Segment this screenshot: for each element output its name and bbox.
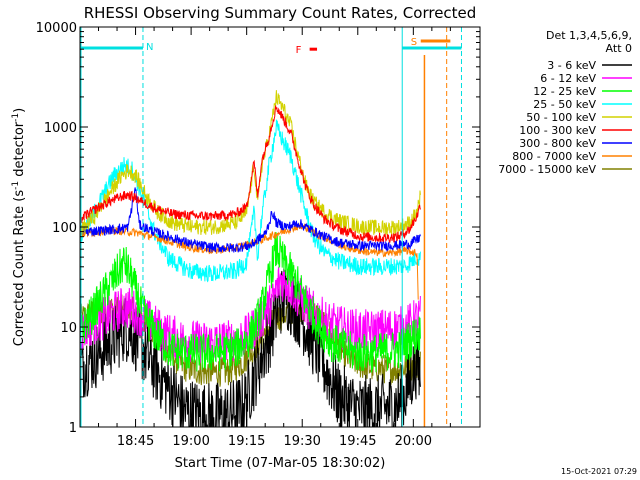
x-tick-label: 20:00	[395, 434, 432, 449]
x-tick-label: 19:00	[172, 434, 209, 449]
y-axis-label-exp1: -1	[11, 181, 21, 190]
legend-entry-label: 300 - 800 keV	[519, 137, 596, 150]
x-axis: 18:45 19:00 19:15 19:30 19:45 20:00	[98, 27, 451, 449]
legend-entry-label: 3 - 6 keV	[547, 59, 596, 72]
series-line-6	[80, 105, 421, 244]
chart-title: RHESSI Observing Summary Count Rates, Co…	[84, 4, 477, 22]
x-axis-label: Start Time (07-Mar-05 18:30:02)	[175, 456, 386, 471]
x-tick-label: 19:15	[228, 434, 265, 449]
legend-header-attenuator: Att 0	[606, 42, 632, 55]
series-layer	[80, 90, 421, 427]
night-label: N	[146, 42, 153, 53]
x-tick-label: 19:45	[339, 434, 376, 449]
series-line-3	[80, 232, 421, 373]
legend-entry-label: 800 - 7000 keV	[512, 150, 596, 163]
x-tick-label: 18:45	[117, 434, 154, 449]
y-axis-label: Corrected Count Rate (s-1 detector-1)	[11, 108, 27, 346]
flare-label: F	[296, 45, 302, 56]
legend-entry-label: 6 - 12 keV	[540, 72, 596, 85]
legend-entry-label: 25 - 50 keV	[533, 98, 596, 111]
series-line-4	[80, 119, 421, 283]
y-tick-label: 100	[52, 221, 77, 236]
y-tick-label: 10	[60, 321, 77, 336]
legend-header-detectors: Det 1,3,4,5,6,9,	[546, 29, 632, 42]
saa-label: S	[411, 37, 417, 48]
y-axis: 1 10 100 1000 10000	[36, 21, 480, 436]
y-tick-label: 1	[69, 421, 77, 436]
y-axis-label-end: )	[12, 108, 27, 113]
legend-entry-label: 50 - 100 keV	[526, 111, 596, 124]
legend-entry-label: 12 - 25 keV	[533, 85, 596, 98]
y-axis-label-exp2: -1	[11, 113, 21, 122]
y-axis-label-mid: detector	[12, 121, 27, 181]
x-tick-label: 19:30	[283, 434, 320, 449]
y-axis-label-main: Corrected Count Rate (s	[12, 190, 27, 347]
legend-entry-label: 7000 - 15000 keV	[498, 163, 596, 176]
y-tick-label: 10000	[36, 21, 77, 36]
y-tick-label: 1000	[44, 121, 77, 136]
generation-timestamp: 15-Oct-2021 07:29	[561, 467, 637, 476]
series-line-7	[80, 187, 421, 253]
legend-entry-label: 100 - 300 keV	[519, 124, 596, 137]
